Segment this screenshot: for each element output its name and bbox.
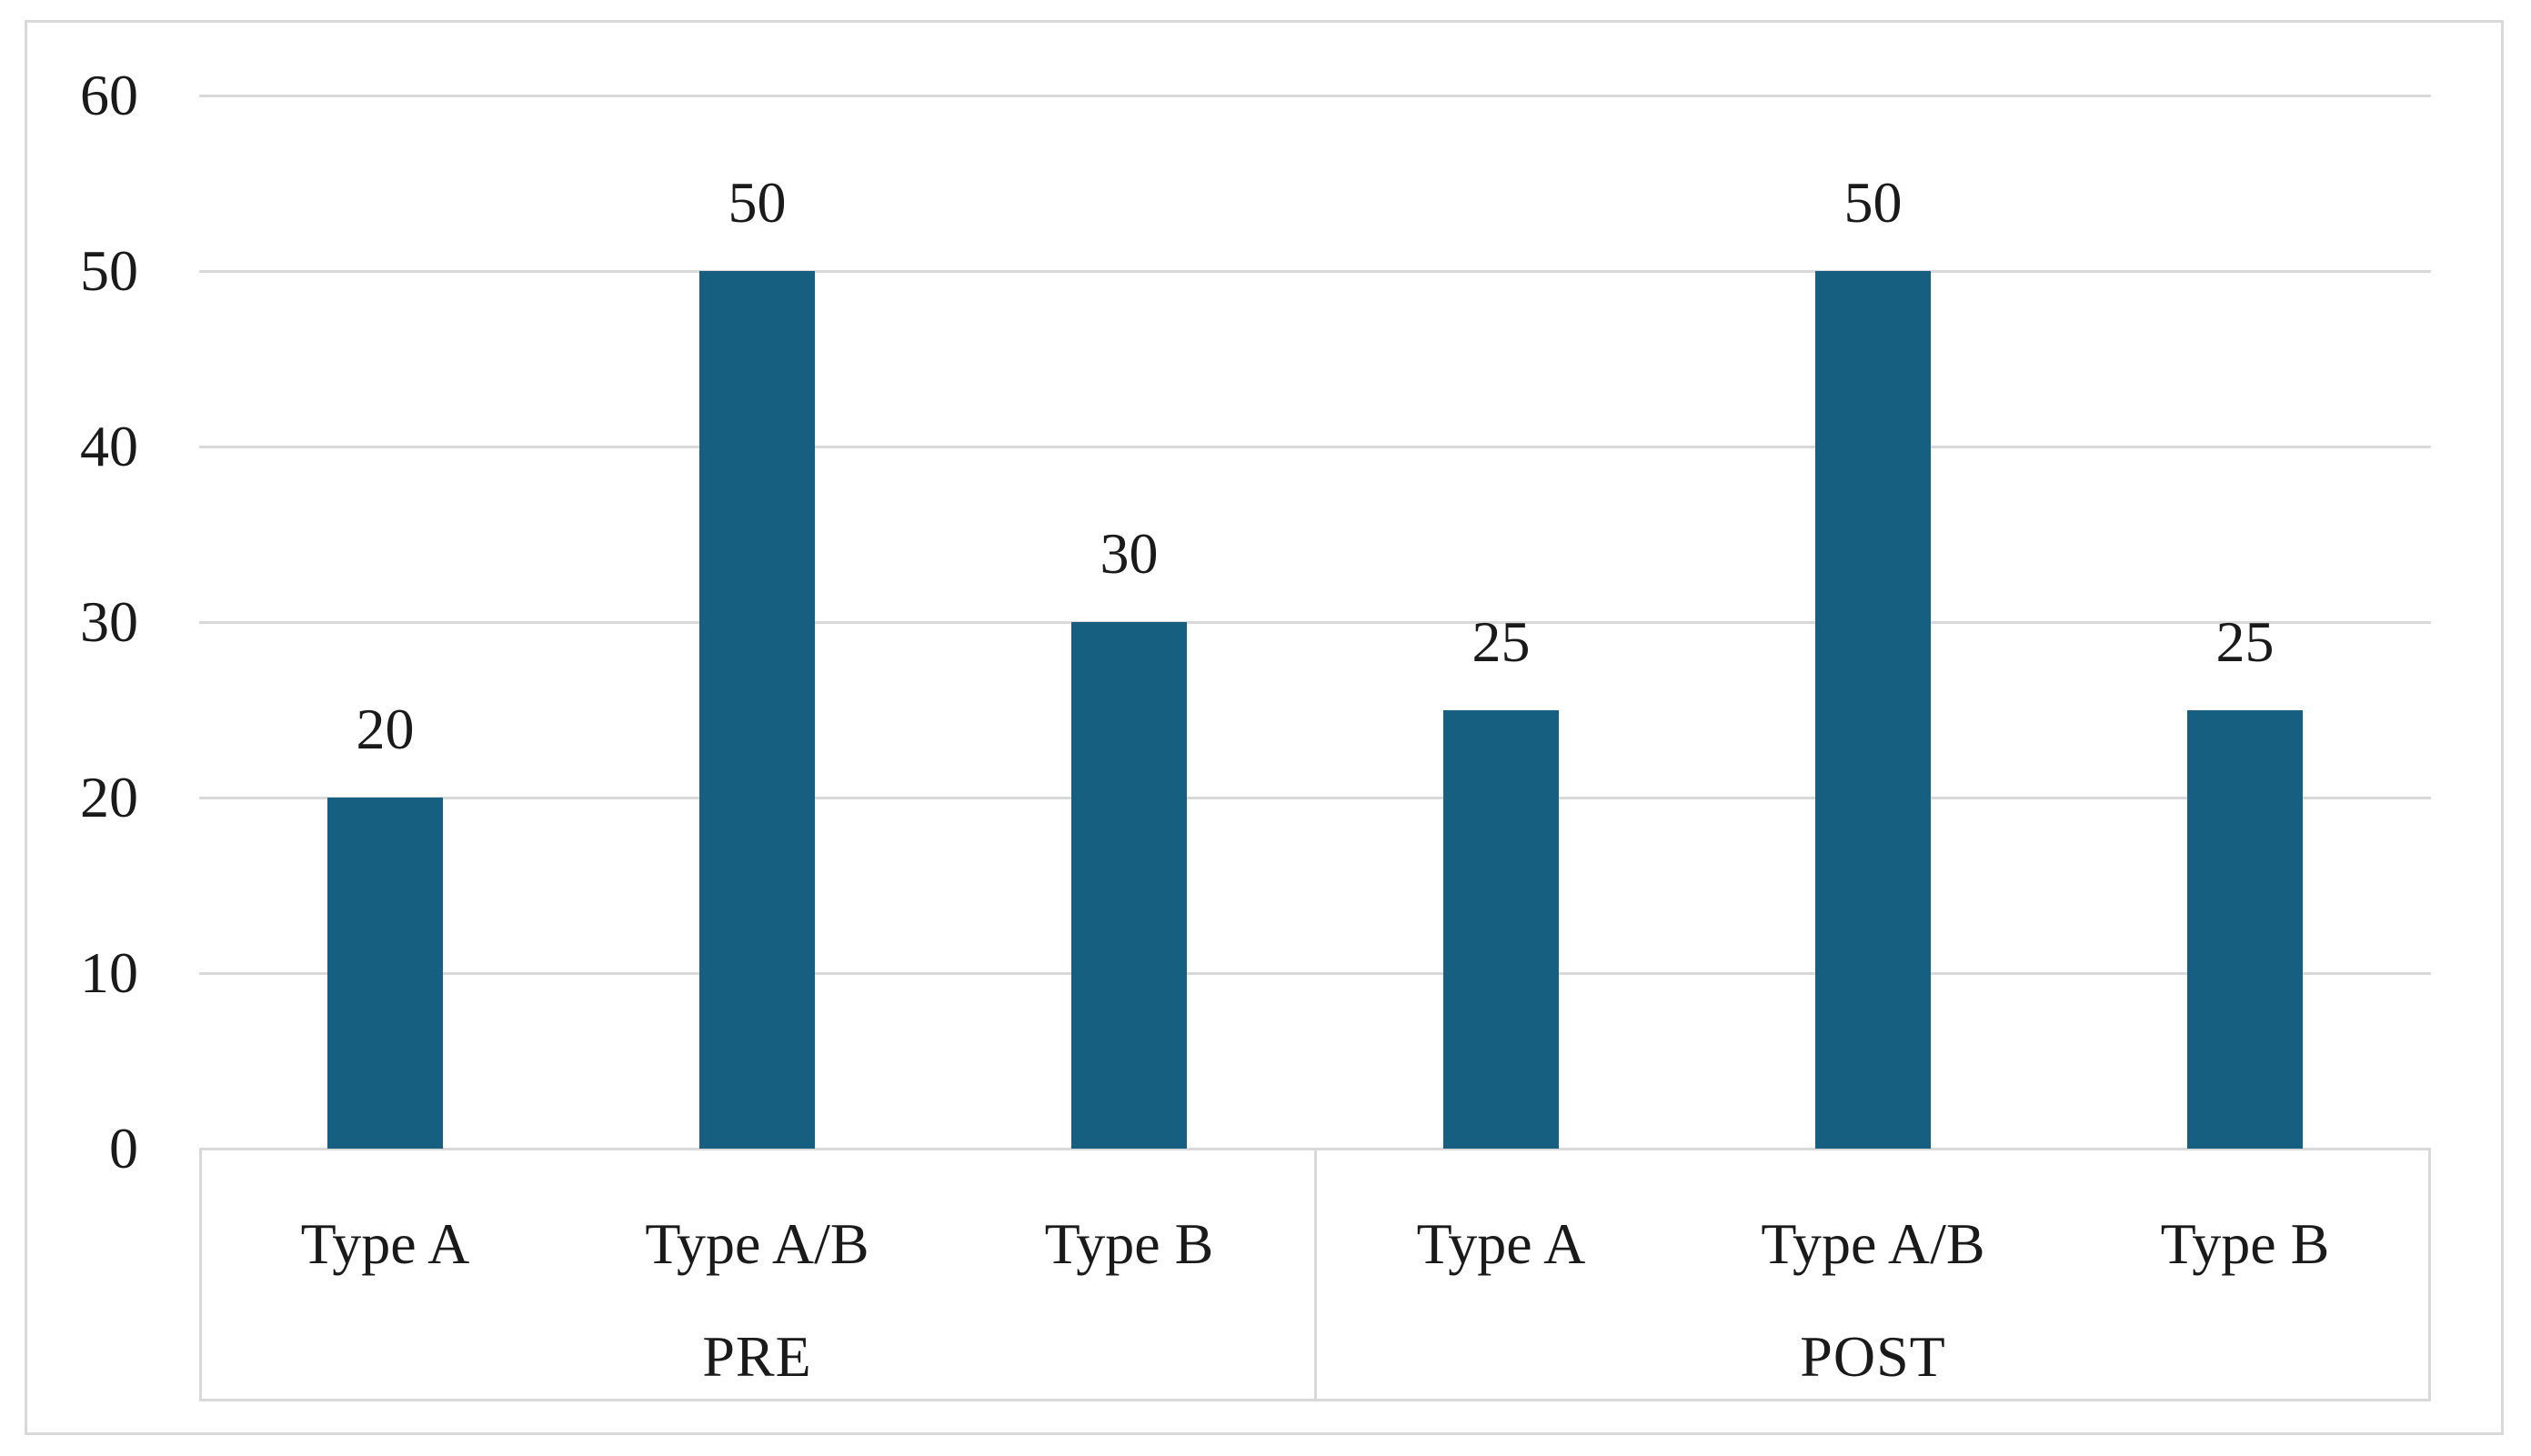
- y-axis-tick-label: 20: [80, 765, 138, 829]
- category-label-post-1: Type A/B: [1761, 1211, 1985, 1276]
- category-label-pre-1: Type A/B: [645, 1211, 869, 1276]
- y-axis-tick-label: 60: [80, 63, 138, 127]
- gridline-20: [199, 796, 2431, 799]
- y-axis-tick-label: 30: [80, 589, 138, 654]
- category-box-bottom-line: [199, 1399, 2431, 1401]
- gridline-10: [199, 971, 2431, 975]
- gridline-60: [199, 94, 2431, 97]
- bar-value-label: 20: [356, 697, 415, 761]
- bar-pre-1: [699, 271, 815, 1149]
- category-group-divider: [1313, 1149, 1317, 1399]
- category-label-post-2: Type B: [2160, 1211, 2330, 1276]
- bar-value-label: 30: [1100, 521, 1159, 586]
- gridline-50: [199, 269, 2431, 273]
- category-box-left-line: [199, 1149, 202, 1399]
- category-label-pre-0: Type A: [300, 1211, 470, 1276]
- bar-value-label: 25: [1471, 608, 1531, 674]
- category-box-right-line: [2428, 1149, 2431, 1399]
- bar-post-1: [1815, 271, 1931, 1149]
- bar-value-label: 50: [1843, 170, 1903, 235]
- gridline-40: [199, 445, 2431, 448]
- group-label-pre: PRE: [702, 1324, 812, 1389]
- figure-border: [25, 20, 2504, 1435]
- group-label-post: POST: [1800, 1324, 1946, 1389]
- bar-post-0: [1443, 709, 1559, 1149]
- category-label-post-0: Type A: [1416, 1211, 1586, 1276]
- bar-pre-2: [1071, 622, 1187, 1149]
- gridline-30: [199, 620, 2431, 624]
- y-axis-tick-label: 0: [109, 1116, 138, 1180]
- y-axis-tick-label: 40: [80, 414, 138, 478]
- y-axis-tick-label: 10: [80, 940, 138, 1005]
- bar-value-label: 50: [728, 170, 787, 235]
- bar-pre-0: [327, 798, 443, 1149]
- bar-value-label: 25: [2215, 608, 2275, 674]
- y-axis-tick-label: 50: [80, 238, 138, 303]
- bar-post-2: [2187, 709, 2303, 1149]
- category-label-pre-2: Type B: [1044, 1211, 1214, 1276]
